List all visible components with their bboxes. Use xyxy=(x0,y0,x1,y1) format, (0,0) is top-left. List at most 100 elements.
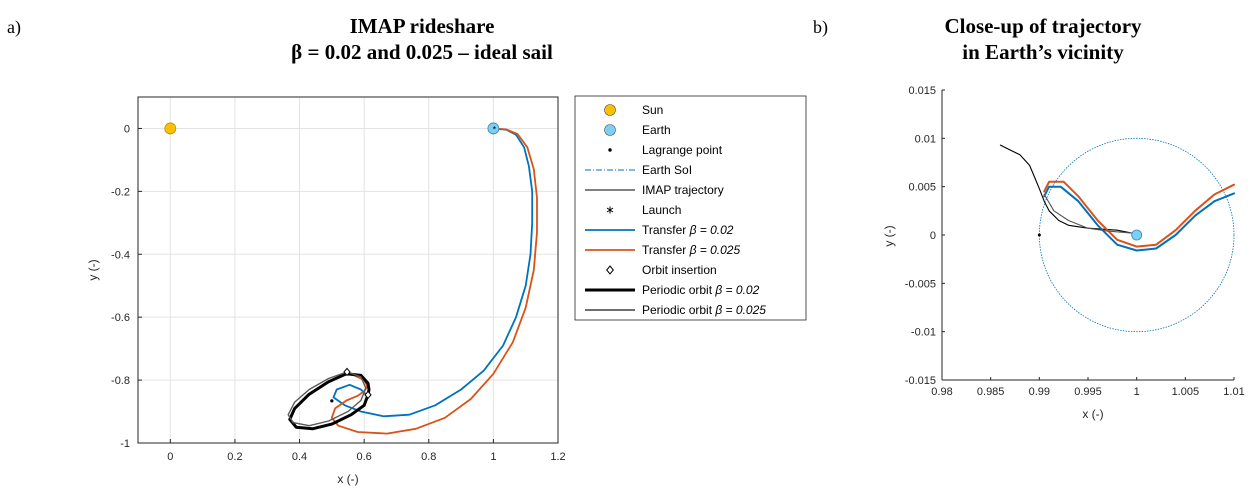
chart-a-ytick-label: -0.8 xyxy=(111,375,130,387)
chart-a-earth-marker xyxy=(487,122,500,135)
chart-b-xtick-label: 1 xyxy=(1134,386,1140,398)
chart-b-markers xyxy=(1037,229,1143,241)
legend-item-0: Sun xyxy=(604,103,663,117)
legend-item-1: Earth xyxy=(604,123,671,137)
panel-b-title-line1: Close-up of trajectory xyxy=(944,14,1142,38)
legend-item-6-beta-value: β = 0.02 xyxy=(686,223,734,237)
legend-item-3-label-text: Earth SoI xyxy=(642,163,692,177)
chart-b-ytick-label: 0 xyxy=(930,230,936,242)
chart-b-series xyxy=(999,144,1235,252)
chart-b-ytick-label: 0.005 xyxy=(908,182,936,194)
legend-item-5-label-text: Launch xyxy=(642,203,681,217)
legend-item-1-label-text: Earth xyxy=(642,123,671,137)
legend-item-10: Periodic orbit β = 0.025 xyxy=(585,303,766,317)
legend-item-6-label-text: Transfer xyxy=(642,223,686,237)
legend-item-7-label: Transfer β = 0.025 xyxy=(642,243,740,257)
chart-a: 0 0.2 0.4 0.6 0.8 1 1.2 0 -0.2 -0.4 -0.6 -0.8 -1 * x… xyxy=(86,96,566,486)
legend-item-10-label-text: Periodic orbit xyxy=(642,303,713,317)
chart-a-sun-marker xyxy=(164,122,177,135)
chart-b-lagrange-point-marker xyxy=(1037,233,1041,237)
legend-item-2-dot-marker xyxy=(608,148,612,152)
chart-a-xtick-label: 0.6 xyxy=(357,451,372,463)
chart-b-series-line-3 xyxy=(1043,193,1133,234)
chart-a-ytick-label: -0.2 xyxy=(111,186,130,198)
legend-item-8-label: Orbit insertion xyxy=(642,263,717,277)
panel-b-label: b) xyxy=(813,17,828,38)
chart-a-axes-box xyxy=(137,96,559,444)
chart-b-xtick-label: 0.98 xyxy=(931,386,952,398)
legend-item-6-label: Transfer β = 0.02 xyxy=(642,223,734,237)
legend-item-3: Earth SoI xyxy=(585,163,692,177)
chart-b-earth-soi xyxy=(1038,137,1235,333)
panel-a-title-line1: IMAP rideshare xyxy=(350,14,495,38)
chart-b-xtick-label: 1.01 xyxy=(1223,386,1244,398)
chart-b: 0.98 0.985 0.99 0.995 1 1.005 1.01 0.015 0.01 0.0… xyxy=(882,85,1245,421)
chart-a-launch-marker: * xyxy=(493,124,497,134)
legend-item-2-label: Lagrange point xyxy=(642,143,723,157)
chart-a-series-line-3 xyxy=(287,371,367,427)
chart-a-xtick-label: 0 xyxy=(167,451,173,463)
legend-item-8-diamond-marker xyxy=(606,265,614,275)
legend-item-2-label-text: Lagrange point xyxy=(642,143,723,157)
chart-b-xtick-label: 1.005 xyxy=(1172,386,1200,398)
chart-b-ylabel: y (-) xyxy=(882,225,896,246)
legend-item-1-label: Earth xyxy=(642,123,671,137)
chart-b-xtick-label: 0.99 xyxy=(1029,386,1050,398)
chart-b-ytick-label: 0.01 xyxy=(915,133,936,145)
legend-item-8: Orbit insertion xyxy=(606,263,717,277)
panel-b-title-line2: in Earth’s vicinity xyxy=(962,40,1124,64)
chart-a-xlabel: x (-) xyxy=(337,472,358,486)
chart-a-ytick-label: -1 xyxy=(120,438,130,450)
chart-a-markers: * xyxy=(164,122,500,403)
legend-item-5-label: Launch xyxy=(642,203,681,217)
legend-item-6: Transfer β = 0.02 xyxy=(585,223,734,237)
chart-b-series-line-0 xyxy=(999,144,1138,236)
chart-a-xtick-label: 0.2 xyxy=(227,451,242,463)
panel-a-label: a) xyxy=(7,17,21,38)
chart-a-orbit-insertion-marker-1 xyxy=(364,390,372,400)
legend-item-10-beta-value: β = 0.025 xyxy=(712,303,766,317)
chart-a-xtick-label: 0.8 xyxy=(421,451,436,463)
legend-item-10-label: Periodic orbit β = 0.025 xyxy=(642,303,766,317)
chart-a-xtick-label: 1.2 xyxy=(550,451,565,463)
chart-a-ytick-label: -0.4 xyxy=(111,249,130,261)
chart-a-ytick-label: -0.6 xyxy=(111,312,130,324)
chart-a-series-line-1 xyxy=(330,127,538,435)
legend-item-1-circle-marker xyxy=(604,124,616,136)
legend-item-5: Launch xyxy=(606,203,681,217)
chart-b-xtick-label: 0.995 xyxy=(1074,386,1102,398)
legend-item-5-asterisk-stroke xyxy=(606,207,614,213)
chart-a-legend: Sun Earth Lagrange point Earth SoI IMAP traj… xyxy=(574,95,807,321)
chart-a-ticks: 0 0.2 0.4 0.6 0.8 1 1.2 0 -0.2 -0.4 -0.6 -0.8 -1 xyxy=(111,123,566,463)
legend-item-8-label-text: Orbit insertion xyxy=(642,263,717,277)
chart-b-earth-marker xyxy=(1131,229,1143,241)
panel-a-title-line2: β = 0.02 and 0.025 – ideal sail xyxy=(291,40,553,64)
legend-item-9: Periodic orbit β = 0.02 xyxy=(585,283,760,297)
chart-a-ylabel: y (-) xyxy=(86,259,100,280)
legend-item-7-beta-value: β = 0.025 xyxy=(686,243,740,257)
chart-b-series-line-1 xyxy=(1043,180,1235,248)
chart-b-ticks: 0.98 0.985 0.99 0.995 1 1.005 1.01 0.015 0.01 0.0… xyxy=(905,85,1245,398)
chart-b-xlabel: x (-) xyxy=(1082,407,1103,421)
legend-item-4: IMAP trajectory xyxy=(585,183,724,197)
chart-a-xtick-label: 0.4 xyxy=(292,451,307,463)
legend-item-2: Lagrange point xyxy=(608,143,723,157)
legend-item-7: Transfer β = 0.025 xyxy=(585,243,740,257)
chart-b-ytick-label: -0.005 xyxy=(905,278,936,290)
chart-b-ytick-label: -0.015 xyxy=(905,375,936,387)
legend-item-7-label-text: Transfer xyxy=(642,243,686,257)
chart-a-orbit-insertion-marker-0 xyxy=(343,367,351,377)
chart-b-ytick-label: 0.015 xyxy=(908,85,936,97)
chart-b-ytick-label: -0.01 xyxy=(911,327,936,339)
chart-a-xtick-label: 1 xyxy=(490,451,496,463)
chart-b-series-line-2 xyxy=(1043,185,1235,252)
legend-item-0-label-text: Sun xyxy=(642,103,663,117)
chart-b-xtick-label: 0.985 xyxy=(977,386,1005,398)
chart-b-earth-soi-circle xyxy=(1038,137,1235,333)
legend-item-9-label: Periodic orbit β = 0.02 xyxy=(642,283,760,297)
legend-item-4-label: IMAP trajectory xyxy=(642,183,724,197)
legend-item-0-label: Sun xyxy=(642,103,663,117)
legend-item-9-beta-value: β = 0.02 xyxy=(712,283,760,297)
legend-item-0-circle-marker xyxy=(604,104,616,116)
